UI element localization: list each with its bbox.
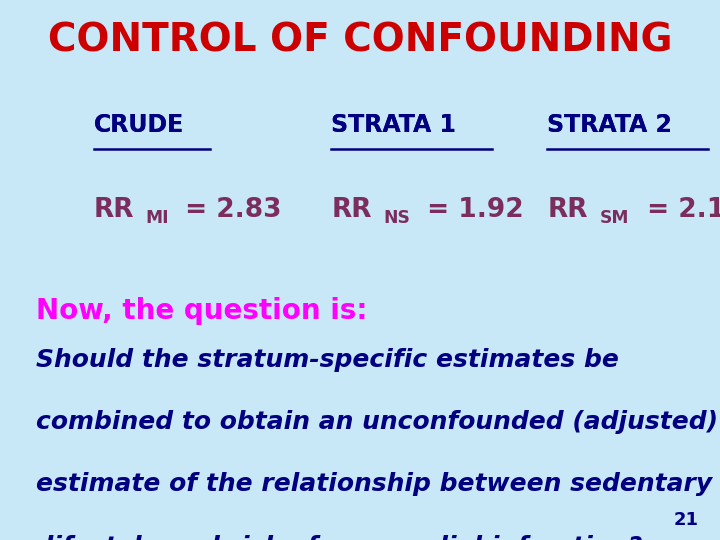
Text: Should the stratum-specific estimates be: Should the stratum-specific estimates be (36, 348, 619, 372)
Text: CRUDE: CRUDE (94, 113, 184, 137)
Text: MI: MI (146, 209, 169, 227)
Text: STRATA 2: STRATA 2 (547, 113, 672, 137)
Text: STRATA 1: STRATA 1 (331, 113, 456, 137)
Text: = 2.83: = 2.83 (176, 197, 282, 223)
Text: Now, the question is:: Now, the question is: (36, 297, 367, 325)
Text: lifestyle and risk of myocardial infarction?: lifestyle and risk of myocardial infarct… (36, 535, 642, 540)
Text: estimate of the relationship between sedentary: estimate of the relationship between sed… (36, 472, 712, 496)
Text: STRATA 2: STRATA 2 (547, 113, 672, 137)
Text: combined to obtain an unconfounded (adjusted): combined to obtain an unconfounded (adju… (36, 410, 718, 434)
Text: RR: RR (94, 197, 134, 223)
Text: CONTROL OF CONFOUNDING: CONTROL OF CONFOUNDING (48, 22, 672, 59)
Text: RR: RR (547, 197, 588, 223)
Text: STRATA 1: STRATA 1 (331, 113, 456, 137)
Text: RR: RR (331, 197, 372, 223)
Text: = 1.92: = 1.92 (418, 197, 523, 223)
Text: CRUDE: CRUDE (94, 113, 184, 137)
Text: SM: SM (600, 209, 629, 227)
Text: 21: 21 (673, 511, 698, 529)
Text: = 2.14: = 2.14 (637, 197, 720, 223)
Text: NS: NS (384, 209, 410, 227)
